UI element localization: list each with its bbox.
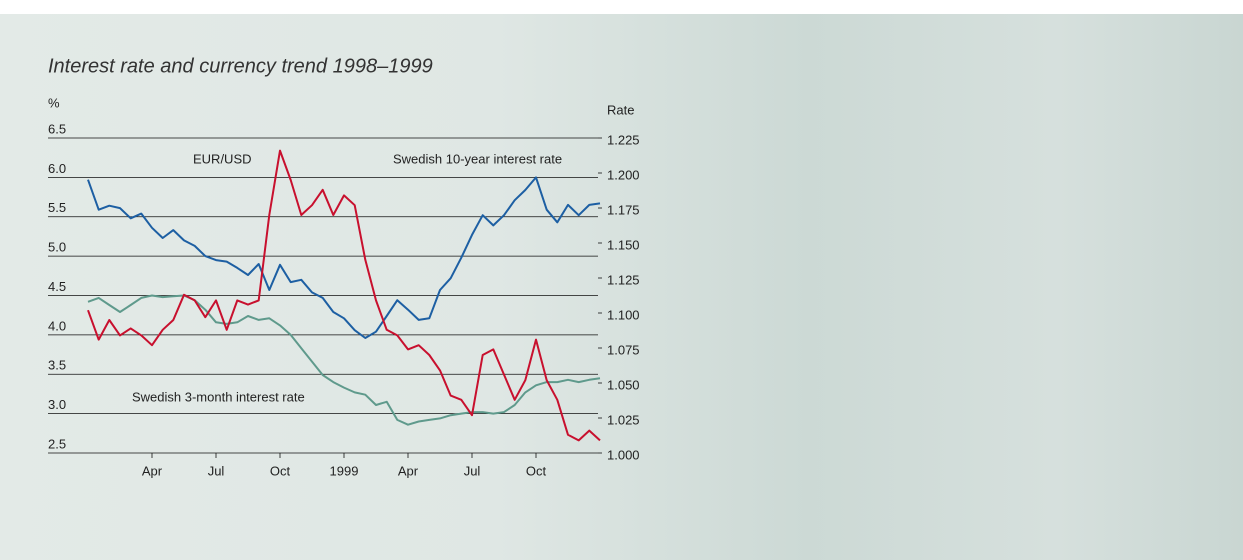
series-line xyxy=(87,294,601,426)
y-tick-label: 2.5 xyxy=(48,436,66,451)
x-tick-label: Oct xyxy=(526,463,547,478)
y2-tick-label: 1.150 xyxy=(607,237,640,252)
x-tick-label: Oct xyxy=(270,463,291,478)
y2-tick-label: 1.175 xyxy=(607,202,640,217)
y2-tick-label: 1.025 xyxy=(607,412,640,427)
y2-tick-label: 1.200 xyxy=(607,167,640,182)
y-tick-label: 5.5 xyxy=(48,200,66,215)
y-tick-label: 6.5 xyxy=(48,121,66,136)
series-label: EUR/USD xyxy=(193,151,252,166)
y-tick-label: 6.0 xyxy=(48,161,66,176)
series-label: Swedish 3-month interest rate xyxy=(132,389,305,404)
y-axis-label: % xyxy=(48,95,60,110)
y-tick-label: 5.0 xyxy=(48,240,66,255)
x-tick-label: 1999 xyxy=(330,463,359,478)
y2-tick-label: 1.125 xyxy=(607,272,640,287)
y2-tick-label: 1.075 xyxy=(607,342,640,357)
y2-tick-label: 1.000 xyxy=(607,447,640,462)
x-tick-label: Apr xyxy=(398,463,419,478)
y2-tick-label: 1.225 xyxy=(607,132,640,147)
y2-axis-label: Rate xyxy=(607,102,634,117)
y-tick-label: 4.5 xyxy=(48,279,66,294)
y-tick-label: 3.5 xyxy=(48,358,66,373)
chart-title: Interest rate and currency trend 1998–19… xyxy=(48,55,433,77)
y-tick-label: 4.0 xyxy=(48,318,66,333)
y-tick-label: 3.0 xyxy=(48,397,66,412)
y2-tick-label: 1.100 xyxy=(607,307,640,322)
x-tick-label: Jul xyxy=(464,463,481,478)
x-tick-label: Apr xyxy=(142,463,163,478)
x-tick-label: Jul xyxy=(208,463,225,478)
series-label: Swedish 10-year interest rate xyxy=(393,151,562,166)
top-band xyxy=(0,0,1243,14)
series-line xyxy=(87,176,601,339)
y2-tick-label: 1.050 xyxy=(607,377,640,392)
series-line xyxy=(87,149,601,442)
